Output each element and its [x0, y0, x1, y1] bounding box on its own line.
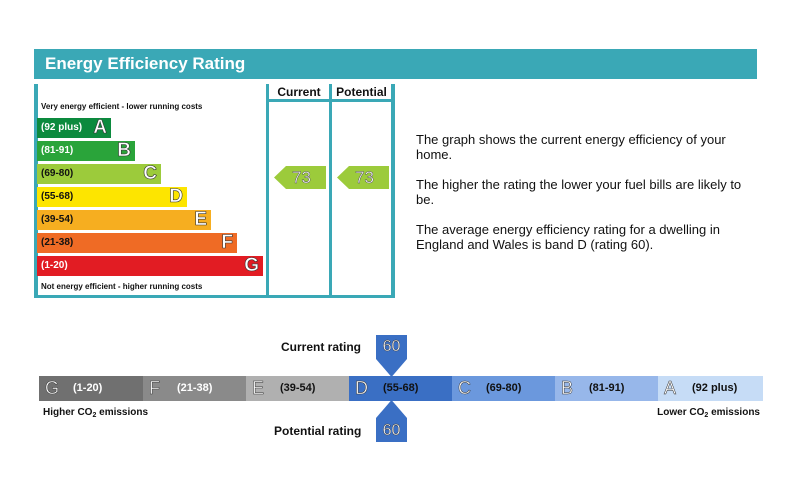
lower-emissions-label: Lower CO2 emissions: [657, 407, 760, 419]
very-efficient-note: Very energy efficient - lower running co…: [41, 102, 203, 111]
current-rating-marker: 60: [376, 335, 407, 377]
band-letter-label: D: [169, 186, 183, 207]
co2-segment-letter: G: [45, 378, 60, 399]
co2-segment-a: A (92 plus): [658, 376, 763, 401]
co2-segment-e: E (39-54): [246, 376, 350, 401]
band-range-label: (69-80): [41, 168, 74, 179]
co2-segment-letter: E: [252, 378, 265, 399]
co2-segment-letter: A: [664, 378, 677, 399]
current-rating-label: Current rating: [281, 340, 362, 354]
description-paragraph-3: The average energy efficiency rating for…: [416, 222, 720, 252]
co2-segment-letter: B: [561, 378, 574, 399]
band-d: (55-68) D: [37, 186, 187, 207]
band-range-label: (81-91): [41, 145, 74, 156]
band-letter-label: G: [244, 255, 259, 276]
column-header-current: Current: [277, 85, 321, 99]
column-divider-potential: [329, 84, 332, 298]
band-range-label: (55-68): [41, 191, 74, 202]
chart-frame-bottom: [34, 295, 395, 298]
band-f: (21-38) F: [37, 232, 237, 253]
band-letter-label: E: [194, 209, 207, 230]
band-letter-label: A: [93, 117, 107, 138]
potential-arrow-shape: [337, 166, 389, 189]
band-e: (39-54) E: [37, 209, 211, 230]
co2-segment-range: (81-91): [589, 382, 625, 394]
higher-emissions-label: Higher CO2 emissions: [43, 407, 149, 419]
co2-segment-f: F (21-38): [143, 376, 247, 401]
co2-segment-range: (21-38): [177, 382, 213, 394]
co2-segment-b: B (81-91): [555, 376, 659, 401]
band-range-label: (1-20): [41, 260, 68, 271]
co2-segment-letter: C: [458, 378, 472, 399]
band-b: (81-91) B: [37, 140, 135, 161]
potential-rating-label: Potential rating: [274, 424, 362, 438]
chart-frame-right: [391, 84, 395, 298]
band-range-label: (21-38): [41, 237, 74, 248]
band-g: (1-20) G: [37, 255, 263, 276]
co2-segment-range: (69-80): [486, 382, 522, 394]
potential-marker-shape: [376, 400, 407, 442]
current-rating-arrow: 73: [274, 166, 326, 189]
band-range-label: (39-54): [41, 214, 74, 225]
description-paragraph-2: The higher the rating the lower your fue…: [416, 177, 742, 207]
band-letter-label: F: [221, 232, 233, 253]
potential-co2-value: 60: [382, 422, 401, 439]
co2-segment-letter: D: [355, 378, 369, 399]
band-letter-label: C: [143, 163, 157, 184]
co2-segment-range: (1-20): [73, 382, 103, 394]
band-letter-label: B: [117, 140, 131, 161]
current-co2-value: 60: [382, 338, 401, 355]
page-title: Energy Efficiency Rating: [45, 54, 246, 73]
current-marker-shape: [376, 335, 407, 377]
band-c: (69-80) C: [37, 163, 161, 184]
co2-segment-d: D (55-68): [349, 376, 453, 401]
current-arrow-shape: [274, 166, 326, 189]
co2-segment-letter: F: [149, 378, 161, 399]
column-header-potential: Potential: [336, 85, 387, 99]
co2-segment-range: (39-54): [280, 382, 316, 394]
co2-segment-range: (55-68): [383, 382, 419, 394]
header-bar: [34, 49, 757, 79]
potential-rating-marker: 60: [376, 400, 407, 442]
description-paragraph-1: The graph shows the current energy effic…: [416, 132, 726, 162]
co2-segment-range: (92 plus): [692, 382, 738, 394]
column-header-rule: [269, 99, 391, 102]
not-efficient-note: Not energy efficient - higher running co…: [41, 282, 203, 291]
potential-rating-value: 73: [355, 168, 374, 188]
potential-rating-arrow: 73: [337, 166, 389, 189]
current-rating-value: 73: [292, 168, 311, 188]
band-range-label: (92 plus): [41, 122, 83, 133]
co2-segment-g: G (1-20): [39, 376, 143, 401]
column-divider-current: [266, 84, 269, 298]
band-a: (92 plus) A: [37, 117, 111, 138]
co2-segment-c: C (69-80): [452, 376, 556, 401]
chart-frame-left: [34, 84, 38, 298]
